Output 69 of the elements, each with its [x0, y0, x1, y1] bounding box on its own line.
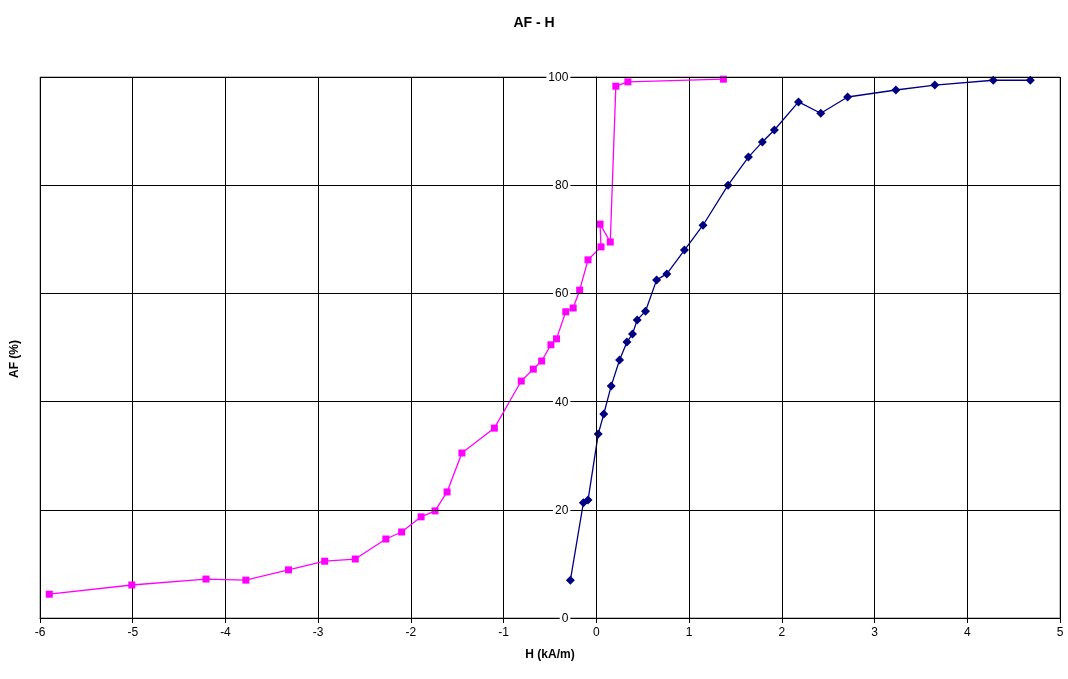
point: [552, 335, 560, 343]
x-tick-label: 0: [593, 625, 601, 639]
point: [930, 80, 940, 90]
point: [615, 355, 625, 365]
point: [128, 581, 136, 589]
x-tick-label: -1: [498, 625, 510, 639]
x-tick-label: 4: [963, 625, 971, 639]
chart-title: AF - H: [513, 14, 555, 30]
x-axis-title: H (kA/m): [525, 647, 575, 661]
x-tick-label: -6: [34, 625, 46, 639]
point: [891, 85, 901, 95]
point: [596, 220, 604, 228]
y-tick-label: 80: [555, 178, 569, 193]
point: [769, 125, 779, 135]
point: [632, 315, 642, 325]
y-tick-label: 40: [555, 394, 569, 409]
y-tick-label: 0: [561, 611, 569, 625]
x-tick-label: 3: [871, 625, 879, 639]
x-tick-label: -3: [312, 625, 324, 639]
point: [458, 449, 466, 457]
point: [547, 341, 555, 349]
point: [417, 513, 425, 521]
point: [606, 381, 616, 391]
point: [583, 495, 593, 505]
point: [757, 137, 767, 147]
point: [606, 238, 614, 246]
point: [743, 152, 753, 162]
point: [529, 365, 537, 373]
point: [816, 108, 826, 118]
point: [584, 256, 592, 264]
point: [641, 306, 651, 316]
x-tick-label: -2: [405, 625, 417, 639]
point: [382, 535, 390, 543]
y-tick-label: 20: [555, 502, 569, 517]
point: [517, 377, 525, 385]
point: [624, 78, 632, 86]
point: [628, 329, 638, 339]
x-tick-label: -4: [220, 625, 232, 639]
point: [622, 337, 632, 347]
point: [698, 220, 708, 230]
point: [351, 555, 359, 563]
y-tick-label: 100: [548, 70, 569, 84]
point: [45, 590, 53, 598]
point: [443, 488, 451, 496]
x-tick-label: -5: [127, 625, 139, 639]
point: [597, 243, 605, 251]
point: [679, 245, 689, 255]
point: [538, 357, 546, 365]
point: [321, 557, 329, 565]
point: [285, 566, 293, 574]
point: [490, 424, 498, 432]
point: [652, 275, 662, 285]
x-tick-label: 5: [1056, 625, 1064, 639]
point: [1025, 75, 1035, 85]
point: [569, 304, 577, 312]
point: [565, 575, 575, 585]
point: [843, 92, 853, 102]
x-tick-label: 2: [778, 625, 786, 639]
point: [562, 308, 570, 316]
point: [662, 269, 672, 279]
point: [599, 409, 609, 419]
point: [398, 528, 406, 536]
point: [612, 82, 620, 90]
point: [202, 575, 210, 583]
point: [242, 576, 250, 584]
y-axis-title: AF (%): [7, 339, 21, 378]
point: [794, 97, 804, 107]
x-tick-label: 1: [685, 625, 693, 639]
y-tick-label: 60: [555, 286, 569, 301]
